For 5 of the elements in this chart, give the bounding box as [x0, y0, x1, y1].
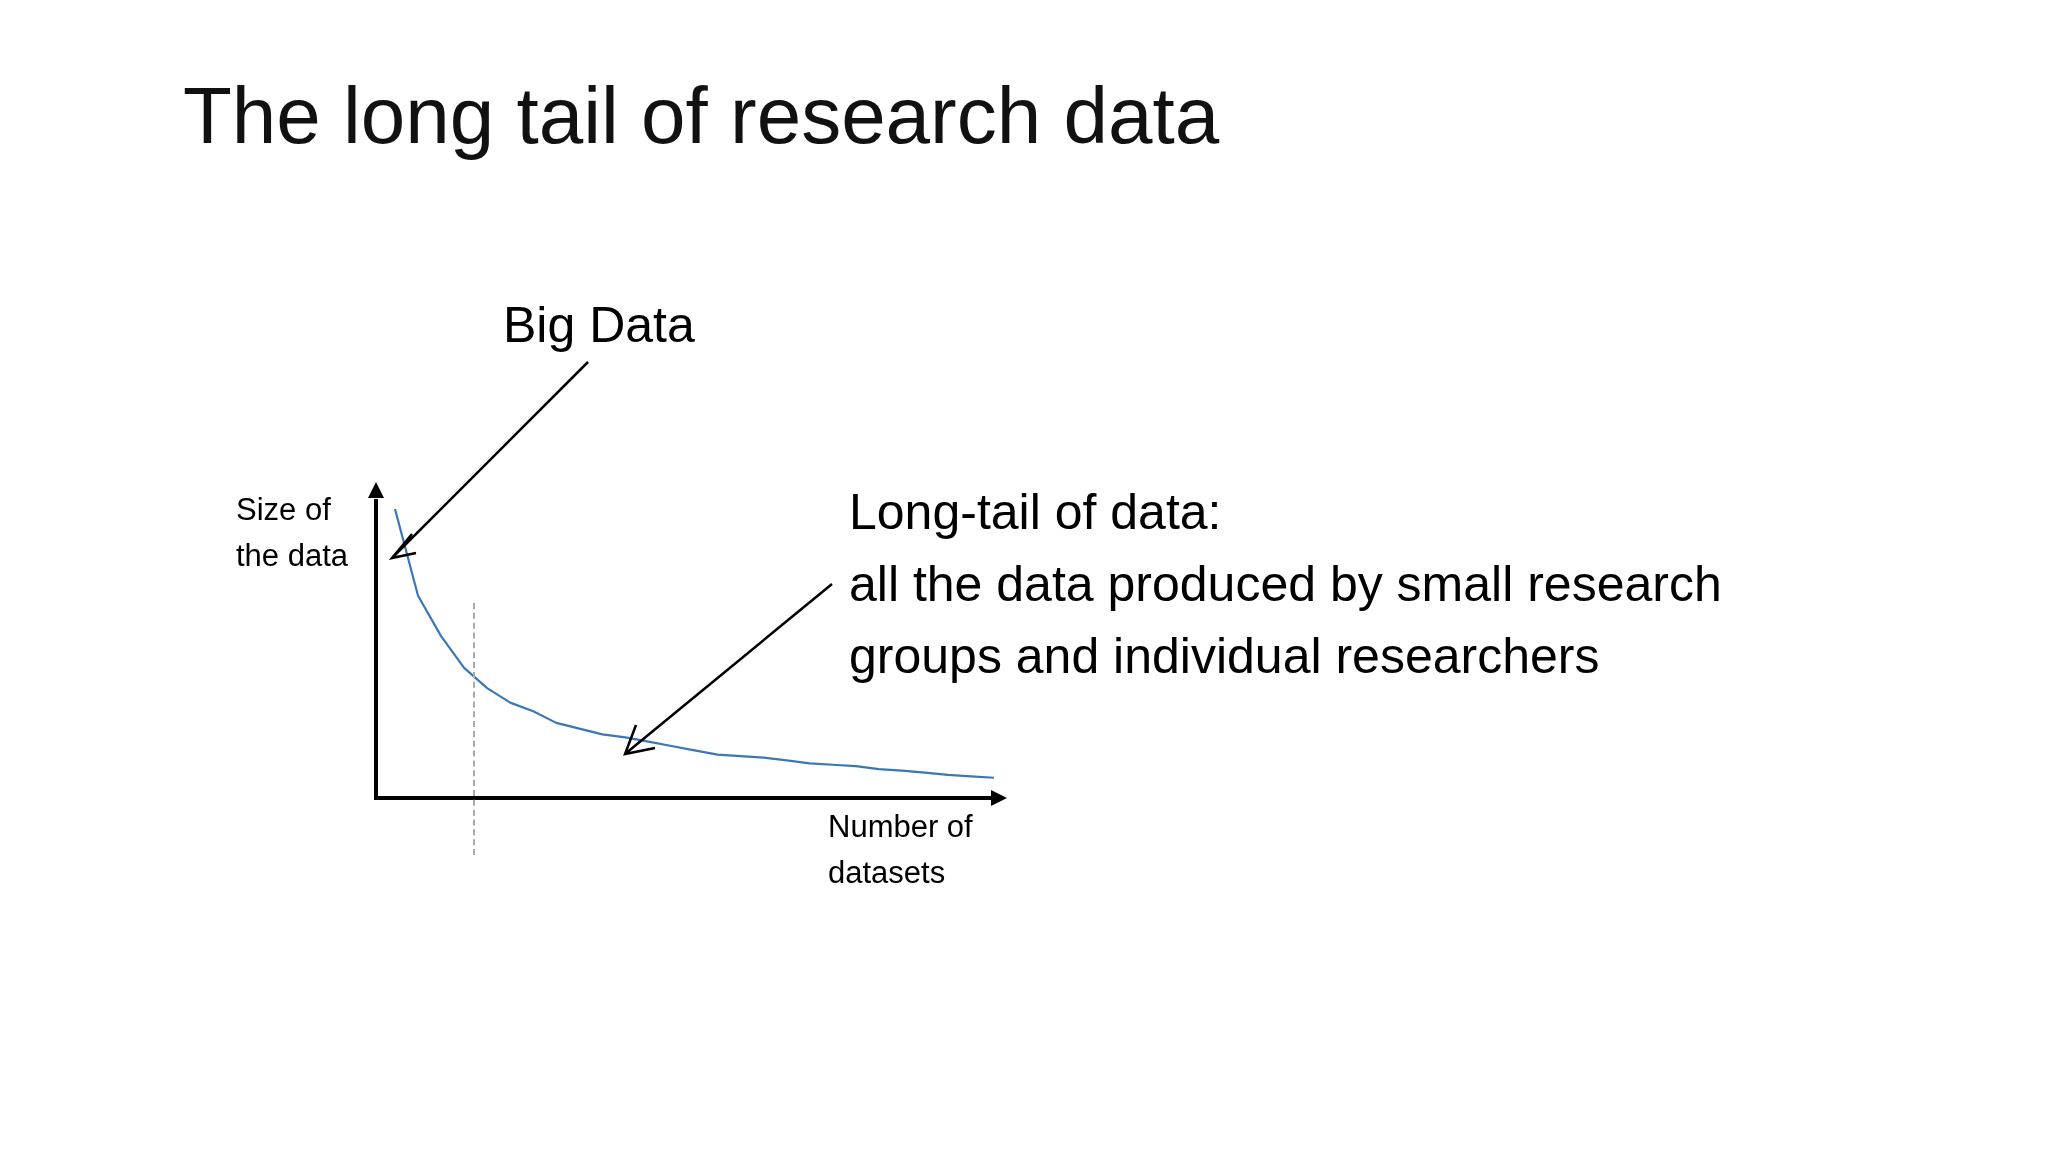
text: Big Data	[503, 297, 695, 353]
chart-title: The long tail of research data	[183, 70, 1220, 162]
annotation: Long-tail of data: all the data produced by small research groups and individual researchers	[849, 484, 1722, 684]
y-axis-title: Size of the data	[236, 492, 349, 573]
x-axis-title: Number of datasets	[828, 809, 974, 890]
